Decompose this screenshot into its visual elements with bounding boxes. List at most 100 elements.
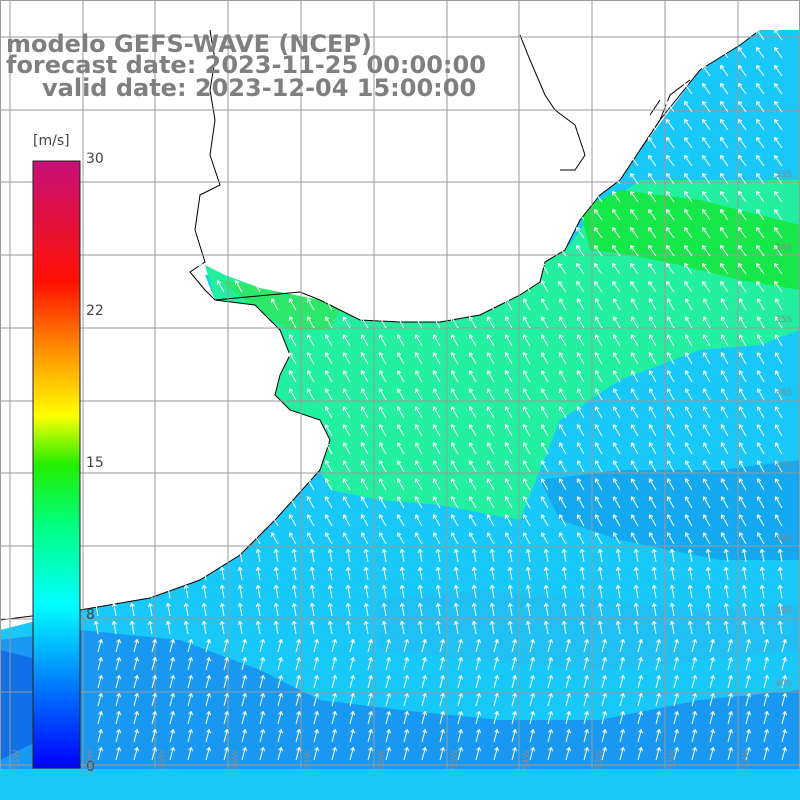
- wind-arrow-head: [478, 639, 481, 644]
- wind-arrow-head: [293, 620, 297, 625]
- wind-arrow-head: [368, 639, 372, 643]
- wind-arrow: [487, 388, 495, 401]
- wind-arrow: [403, 693, 408, 707]
- wind-arrow-head: [219, 567, 223, 572]
- wind-arrow-head: [257, 620, 261, 625]
- wind-arrow: [131, 621, 135, 635]
- wind-arrow-head: [165, 603, 169, 608]
- wind-arrow: [577, 442, 585, 455]
- wind-arrow: [689, 621, 693, 635]
- wind-arrow-head: [435, 621, 439, 626]
- wind-arrow: [367, 747, 372, 761]
- wind-arrow-head: [505, 478, 510, 482]
- wind-arrow-head: [631, 316, 636, 320]
- wind-arrow-head: [774, 244, 779, 248]
- wind-arrow-head: [739, 370, 744, 374]
- wind-arrow: [613, 316, 621, 329]
- wind-arrow-head: [433, 352, 438, 356]
- wind-arrow: [311, 603, 315, 617]
- wind-arrow-head: [702, 82, 707, 86]
- wind-arrow: [666, 155, 675, 167]
- lon-label-58w: 58W: [231, 749, 241, 770]
- wind-arrow-head: [221, 602, 225, 607]
- wind-arrow-head: [170, 639, 174, 643]
- wind-arrow: [343, 334, 351, 347]
- wind-arrow-head: [469, 514, 474, 518]
- wind-arrow-head: [307, 370, 312, 374]
- wind-arrow-head: [725, 548, 729, 553]
- wind-arrow: [673, 657, 678, 671]
- wind-arrow-head: [712, 639, 715, 644]
- wind-arrow: [325, 496, 333, 509]
- wind-arrow-head: [604, 729, 607, 734]
- wind-arrow: [703, 460, 711, 473]
- wind-arrow: [259, 639, 264, 653]
- wind-arrow-head: [561, 603, 565, 608]
- wind-arrow: [421, 675, 426, 689]
- wind-arrow-head: [764, 747, 768, 751]
- wind-arrow: [241, 639, 246, 653]
- wind-arrow: [738, 83, 747, 95]
- wind-arrow-head: [388, 675, 391, 680]
- wind-arrow-head: [631, 334, 636, 338]
- wind-arrow-head: [487, 406, 492, 410]
- wind-arrow: [223, 711, 228, 725]
- wind-arrow-head: [710, 657, 714, 661]
- wind-arrow: [707, 549, 711, 563]
- wind-arrow: [635, 567, 639, 581]
- wind-arrow-head: [738, 190, 743, 194]
- wind-arrow-head: [100, 657, 103, 662]
- wind-arrow-head: [183, 585, 187, 590]
- wind-arrow-head: [656, 675, 660, 679]
- wind-arrow-head: [774, 28, 779, 32]
- wind-arrow-head: [224, 639, 228, 643]
- wind-arrow: [397, 460, 405, 473]
- wind-arrow-head: [188, 639, 192, 643]
- wind-arrow: [649, 460, 657, 473]
- wind-arrow-head: [451, 334, 456, 338]
- wind-arrow-head: [361, 478, 366, 482]
- wind-arrow-head: [756, 100, 761, 104]
- wind-arrow: [271, 532, 279, 545]
- wind-arrow: [113, 603, 117, 617]
- wind-arrow-head: [422, 747, 426, 751]
- wind-arrow-head: [98, 657, 102, 661]
- wind-arrow-head: [743, 566, 747, 571]
- wind-arrow: [756, 263, 765, 275]
- wind-arrow-head: [489, 585, 493, 590]
- lon-label-54w: 54W: [522, 749, 532, 770]
- wind-arrow-head: [631, 478, 636, 482]
- wind-arrow-head: [656, 693, 660, 697]
- wind-arrow: [187, 657, 192, 671]
- wind-arrow-head: [325, 298, 330, 302]
- wind-arrow-head: [388, 639, 391, 644]
- wind-arrow-head: [721, 478, 726, 482]
- wind-arrow-head: [345, 567, 349, 572]
- wind-arrow: [275, 567, 279, 581]
- wind-arrow: [115, 675, 120, 689]
- wind-arrow: [469, 478, 477, 491]
- wind-arrow-head: [757, 532, 762, 536]
- wind-arrow-head: [255, 567, 259, 572]
- wind-arrow-head: [237, 585, 241, 590]
- wind-arrow-head: [334, 639, 337, 644]
- wind-arrow: [671, 603, 675, 617]
- wind-arrow-head: [702, 190, 707, 194]
- wind-arrow-head: [183, 621, 187, 626]
- wind-arrow: [739, 424, 747, 437]
- wind-arrow: [271, 514, 279, 527]
- wind-arrow-head: [257, 584, 261, 589]
- wind-arrow: [739, 478, 747, 491]
- wind-arrow: [757, 532, 765, 545]
- wind-arrow: [475, 729, 480, 743]
- wind-arrow-head: [386, 657, 390, 661]
- wind-arrow-head: [666, 226, 671, 230]
- wind-arrow-head: [201, 603, 205, 608]
- wind-arrow: [491, 621, 495, 635]
- wind-arrow-head: [453, 549, 457, 554]
- wind-arrow-head: [505, 442, 510, 446]
- wind-arrow-head: [710, 693, 714, 697]
- wind-arrow: [738, 155, 747, 167]
- wind-arrow: [565, 657, 570, 671]
- wind-arrow-head: [721, 514, 726, 518]
